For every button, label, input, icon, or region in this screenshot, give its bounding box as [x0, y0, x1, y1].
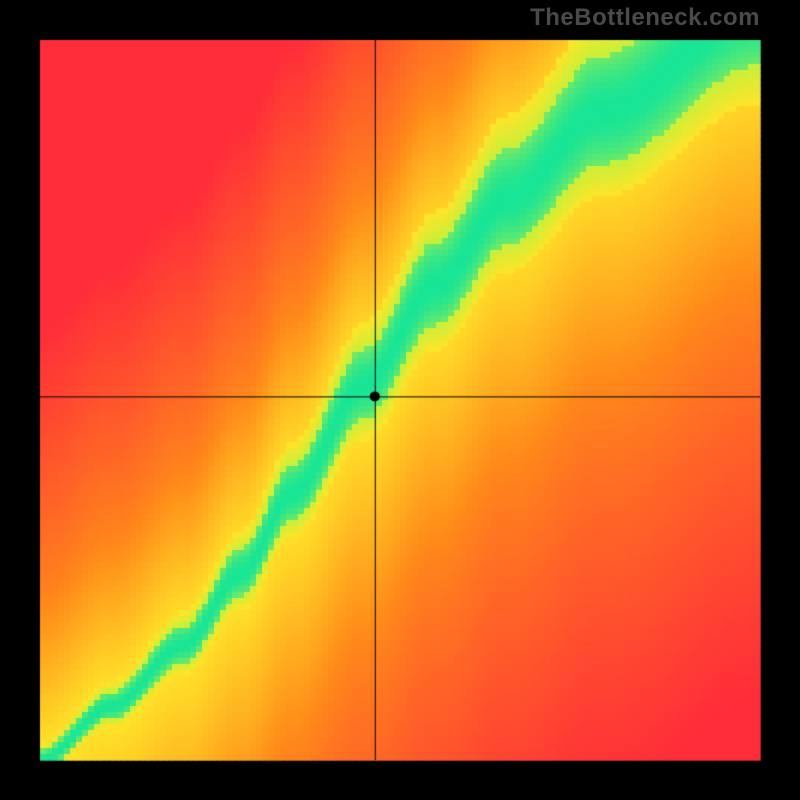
watermark-text: TheBottleneck.com — [530, 4, 760, 32]
heatmap-canvas — [0, 0, 800, 800]
chart-container: TheBottleneck.com — [0, 0, 800, 800]
